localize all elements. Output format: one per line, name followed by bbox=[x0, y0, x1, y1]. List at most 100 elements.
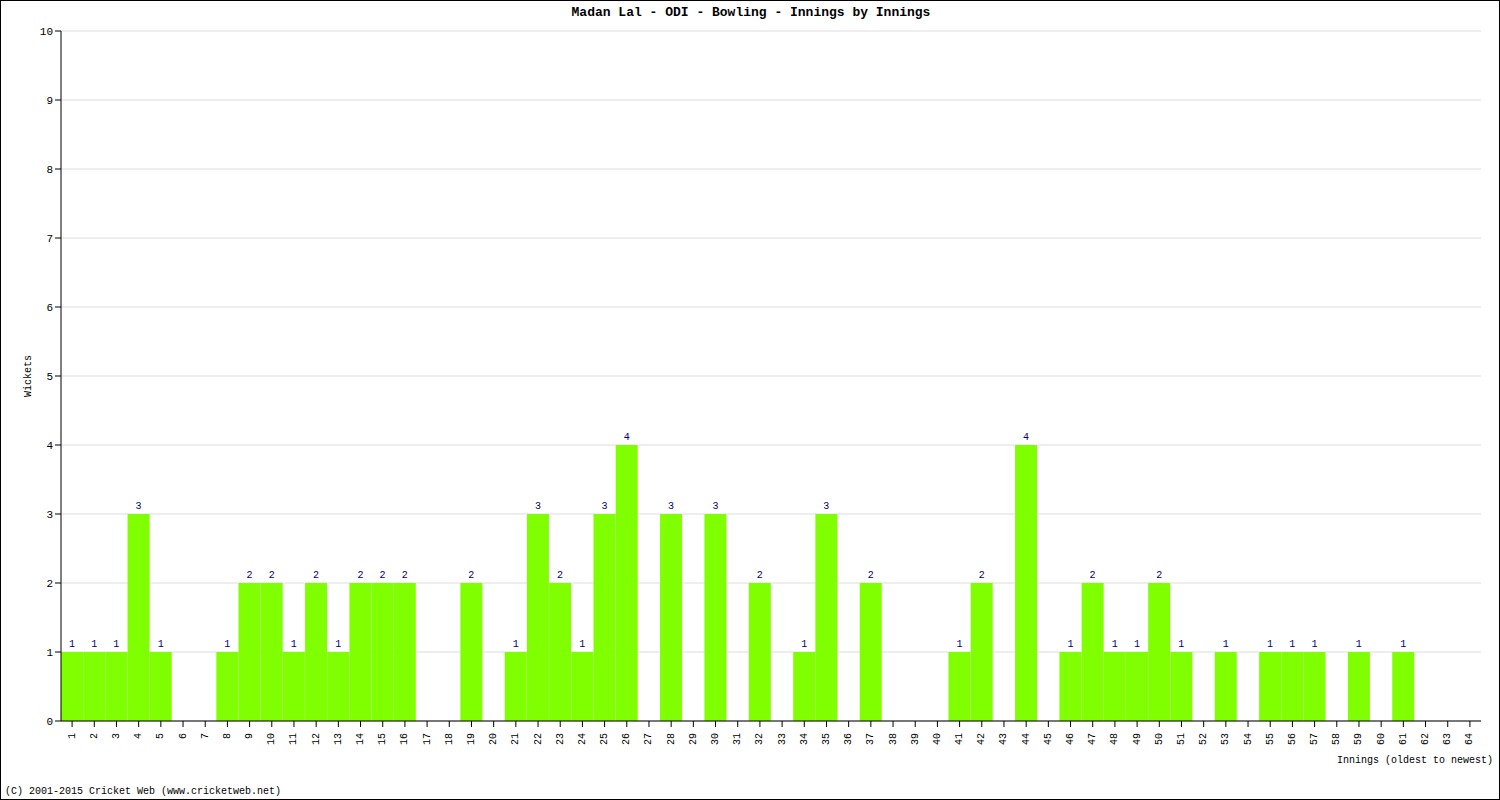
svg-text:10: 10 bbox=[266, 733, 277, 745]
svg-text:4: 4 bbox=[624, 432, 630, 443]
svg-text:2: 2 bbox=[557, 570, 563, 581]
svg-text:6: 6 bbox=[178, 733, 189, 739]
svg-text:1: 1 bbox=[1289, 639, 1295, 650]
svg-text:1: 1 bbox=[1400, 639, 1406, 650]
svg-text:4: 4 bbox=[133, 733, 144, 739]
svg-text:29: 29 bbox=[688, 733, 699, 745]
svg-text:3: 3 bbox=[668, 501, 674, 512]
svg-text:1: 1 bbox=[956, 639, 962, 650]
svg-text:17: 17 bbox=[422, 733, 433, 745]
svg-text:2: 2 bbox=[868, 570, 874, 581]
svg-text:2: 2 bbox=[757, 570, 763, 581]
svg-text:1: 1 bbox=[1267, 639, 1273, 650]
svg-text:13: 13 bbox=[333, 733, 344, 745]
svg-text:19: 19 bbox=[466, 733, 477, 745]
svg-text:57: 57 bbox=[1309, 733, 1320, 745]
svg-text:2: 2 bbox=[89, 733, 100, 739]
svg-text:52: 52 bbox=[1198, 733, 1209, 745]
svg-text:1: 1 bbox=[1311, 639, 1317, 650]
svg-text:54: 54 bbox=[1243, 733, 1254, 745]
svg-text:22: 22 bbox=[533, 733, 544, 745]
svg-text:8: 8 bbox=[46, 164, 53, 176]
svg-text:32: 32 bbox=[754, 733, 765, 745]
svg-text:5: 5 bbox=[155, 733, 166, 739]
svg-text:2: 2 bbox=[402, 570, 408, 581]
svg-text:28: 28 bbox=[666, 733, 677, 745]
svg-text:59: 59 bbox=[1353, 733, 1364, 745]
svg-text:41: 41 bbox=[954, 733, 965, 745]
svg-text:1: 1 bbox=[1178, 639, 1184, 650]
svg-text:3: 3 bbox=[823, 501, 829, 512]
svg-text:33: 33 bbox=[777, 733, 788, 745]
svg-text:36: 36 bbox=[843, 733, 854, 745]
svg-text:49: 49 bbox=[1132, 733, 1143, 745]
svg-text:53: 53 bbox=[1220, 733, 1231, 745]
svg-text:2: 2 bbox=[269, 570, 275, 581]
svg-text:8: 8 bbox=[222, 733, 233, 739]
svg-text:2: 2 bbox=[468, 570, 474, 581]
svg-text:1: 1 bbox=[801, 639, 807, 650]
svg-text:2: 2 bbox=[1090, 570, 1096, 581]
svg-text:16: 16 bbox=[399, 733, 410, 745]
svg-text:45: 45 bbox=[1043, 733, 1054, 745]
svg-text:58: 58 bbox=[1331, 733, 1342, 745]
svg-text:15: 15 bbox=[377, 733, 388, 745]
svg-text:1: 1 bbox=[69, 639, 75, 650]
svg-text:38: 38 bbox=[888, 733, 899, 745]
svg-text:4: 4 bbox=[46, 440, 53, 452]
svg-text:2: 2 bbox=[1156, 570, 1162, 581]
svg-text:48: 48 bbox=[1109, 733, 1120, 745]
svg-text:1: 1 bbox=[1134, 639, 1140, 650]
svg-text:30: 30 bbox=[710, 733, 721, 745]
svg-text:40: 40 bbox=[932, 733, 943, 745]
svg-text:37: 37 bbox=[865, 733, 876, 745]
svg-text:11: 11 bbox=[288, 733, 299, 745]
svg-text:62: 62 bbox=[1420, 733, 1431, 745]
svg-text:4: 4 bbox=[1023, 432, 1029, 443]
svg-text:43: 43 bbox=[998, 733, 1009, 745]
svg-text:25: 25 bbox=[599, 733, 610, 745]
svg-text:1: 1 bbox=[91, 639, 97, 650]
svg-text:31: 31 bbox=[732, 733, 743, 745]
svg-text:0: 0 bbox=[46, 716, 53, 728]
svg-text:Innings (oldest to newest): Innings (oldest to newest) bbox=[1337, 755, 1492, 766]
svg-text:1: 1 bbox=[224, 639, 230, 650]
svg-text:1: 1 bbox=[67, 733, 78, 739]
svg-text:9: 9 bbox=[244, 733, 255, 739]
svg-text:63: 63 bbox=[1442, 733, 1453, 745]
svg-text:1: 1 bbox=[513, 639, 519, 650]
svg-text:20: 20 bbox=[488, 733, 499, 745]
svg-text:2: 2 bbox=[357, 570, 363, 581]
svg-text:55: 55 bbox=[1265, 733, 1276, 745]
svg-text:35: 35 bbox=[821, 733, 832, 745]
svg-text:1: 1 bbox=[1223, 639, 1229, 650]
svg-text:6: 6 bbox=[46, 302, 53, 314]
svg-text:47: 47 bbox=[1087, 733, 1098, 745]
svg-text:3: 3 bbox=[111, 733, 122, 739]
svg-text:27: 27 bbox=[643, 733, 654, 745]
svg-text:1: 1 bbox=[1356, 639, 1362, 650]
svg-text:26: 26 bbox=[621, 733, 632, 745]
svg-text:51: 51 bbox=[1176, 733, 1187, 745]
svg-text:50: 50 bbox=[1154, 733, 1165, 745]
svg-text:18: 18 bbox=[444, 733, 455, 745]
svg-text:7: 7 bbox=[200, 733, 211, 739]
svg-text:42: 42 bbox=[976, 733, 987, 745]
svg-text:44: 44 bbox=[1021, 733, 1032, 745]
svg-text:39: 39 bbox=[910, 733, 921, 745]
svg-text:1: 1 bbox=[335, 639, 341, 650]
svg-text:1: 1 bbox=[579, 639, 585, 650]
svg-text:61: 61 bbox=[1398, 733, 1409, 745]
svg-text:9: 9 bbox=[46, 95, 53, 107]
svg-text:1: 1 bbox=[158, 639, 164, 650]
svg-text:2: 2 bbox=[979, 570, 985, 581]
svg-text:7: 7 bbox=[46, 233, 53, 245]
svg-text:21: 21 bbox=[510, 733, 521, 745]
svg-text:3: 3 bbox=[601, 501, 607, 512]
svg-text:1: 1 bbox=[1067, 639, 1073, 650]
svg-text:10: 10 bbox=[40, 26, 53, 38]
svg-text:12: 12 bbox=[311, 733, 322, 745]
svg-text:3: 3 bbox=[136, 501, 142, 512]
svg-text:23: 23 bbox=[555, 733, 566, 745]
svg-text:2: 2 bbox=[46, 578, 53, 590]
